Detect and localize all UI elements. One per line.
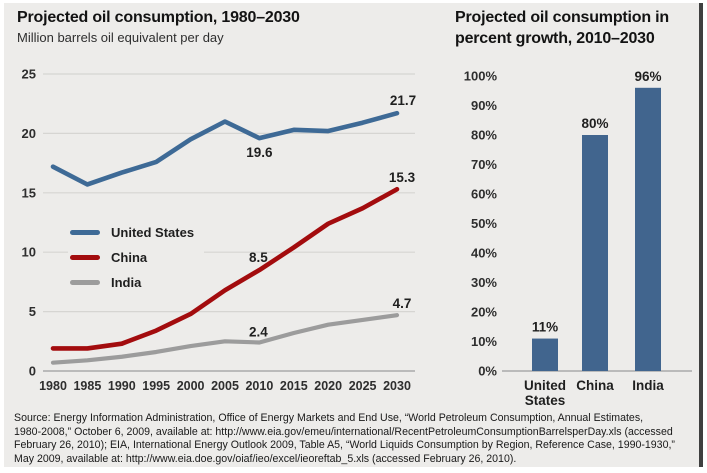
x-tick-label: 2000 <box>177 379 205 393</box>
bar-china <box>582 135 608 371</box>
legend-swatch-united-states <box>70 229 100 236</box>
data-label: 4.7 <box>393 296 412 311</box>
bar-value-label: 96% <box>634 69 661 84</box>
legend-label-india: India <box>111 275 142 290</box>
data-label: 8.5 <box>249 250 268 265</box>
source-line-2: 1980-2008,” October 6, 2009, available a… <box>14 425 673 438</box>
x-category-label: States <box>525 393 566 408</box>
bar-chart-title-line2: percent growth, 2010–2030 <box>455 30 655 47</box>
y-tick-label: 0 <box>29 364 36 379</box>
y-tick-label: 70% <box>471 157 497 172</box>
line-chart-subtitle: Million barrels oil equivalent per day <box>17 30 224 45</box>
data-label: 15.3 <box>389 170 416 185</box>
y-tick-label: 20% <box>471 305 497 320</box>
bar-value-label: 80% <box>581 116 608 131</box>
y-tick-label: 5 <box>29 304 36 319</box>
bar-united-states <box>532 338 558 371</box>
y-tick-label: 10 <box>22 245 36 260</box>
y-tick-label: 0% <box>478 364 497 379</box>
line-chart-title: Projected oil consumption, 1980–2030 <box>17 9 300 26</box>
x-tick-label: 1995 <box>142 379 170 393</box>
series-line-china <box>50 186 400 351</box>
y-tick-label: 50% <box>471 216 497 231</box>
y-tick-label: 80% <box>471 128 497 143</box>
legend-item-india: India <box>70 270 194 295</box>
data-label: 21.7 <box>390 93 416 108</box>
legend-swatch-india <box>70 279 100 286</box>
x-tick-label: 2015 <box>280 379 308 393</box>
data-label: 2.4 <box>249 324 268 339</box>
x-tick-label: 2005 <box>211 379 239 393</box>
bar-value-label: 11% <box>532 320 558 335</box>
x-tick-label: 2025 <box>349 379 377 393</box>
y-tick-label: 40% <box>471 246 497 261</box>
y-tick-label: 15 <box>22 185 36 200</box>
legend-item-china: China <box>70 245 194 270</box>
x-tick-label: 2030 <box>383 379 411 393</box>
y-tick-label: 20 <box>22 126 36 141</box>
y-tick-label: 25 <box>22 67 36 82</box>
bar-india <box>635 87 661 372</box>
x-tick-label: 1980 <box>39 379 67 393</box>
source-line-1: Source: Energy Information Administratio… <box>14 412 644 424</box>
bar-chart-title-line1: Projected oil consumption in <box>455 9 669 26</box>
source-citation: Source: Energy Information Administratio… <box>14 412 704 466</box>
bar-chart-title: Projected oil consumption in percent gro… <box>455 7 705 49</box>
source-line-4: May 2009, available at: http://www.eia.d… <box>14 452 517 465</box>
line-chart-legend: United States China India <box>68 218 205 297</box>
legend-label-united-states: United States <box>111 225 195 240</box>
bar-chart: 0% 10% 20% 30% 40% 50% 60% 70% 80% 90% 100% 11% Unit… <box>464 69 692 408</box>
y-tick-label: 60% <box>471 187 497 202</box>
card-right-border <box>699 3 703 467</box>
x-category-label: China <box>576 378 614 393</box>
y-tick-label: 30% <box>471 275 497 290</box>
legend-item-united-states: United States <box>70 220 194 245</box>
legend-label-china: China <box>111 250 148 265</box>
y-tick-label: 100% <box>464 69 498 84</box>
x-tick-label: 2020 <box>314 379 342 393</box>
x-category-label: United <box>524 378 566 393</box>
y-tick-label: 90% <box>471 98 497 113</box>
y-tick-label: 10% <box>471 334 497 349</box>
x-tick-label: 1990 <box>108 379 136 393</box>
source-line-3: February 26, 2010); EIA, International E… <box>14 439 675 452</box>
x-tick-label: 2010 <box>245 379 273 393</box>
series-line-india <box>50 313 400 365</box>
data-label: 19.6 <box>246 145 273 160</box>
x-category-label: India <box>632 378 664 393</box>
x-tick-label: 1985 <box>73 379 101 393</box>
series-line-united-states <box>50 110 400 187</box>
legend-swatch-china <box>70 254 100 261</box>
